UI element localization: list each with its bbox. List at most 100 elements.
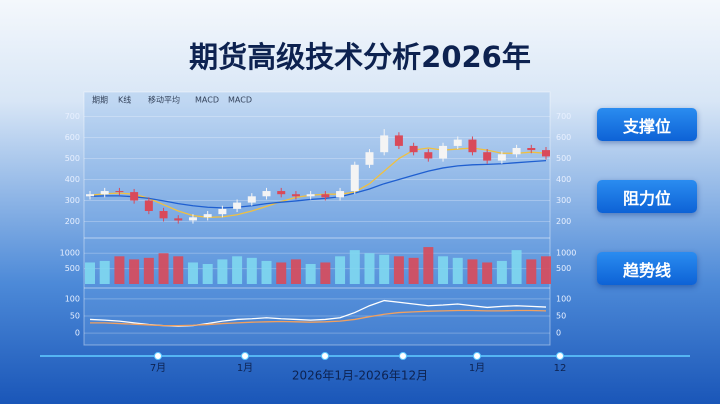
bar — [232, 256, 243, 284]
candle-body — [512, 148, 521, 155]
line — [89, 159, 547, 209]
candle-body — [144, 200, 153, 211]
y-tick-label: 200 — [65, 217, 80, 226]
bar — [393, 256, 404, 284]
bar — [158, 253, 169, 284]
y-tick-label: 300 — [65, 196, 80, 205]
candle-body — [86, 194, 94, 197]
y-tick-label: 100 — [65, 294, 80, 303]
y-tick-label: 100 — [556, 294, 571, 303]
y-tick-label: 500 — [556, 154, 571, 163]
resistance-button[interactable]: 阻力位 — [597, 180, 697, 213]
candle-body — [100, 191, 109, 195]
candle-body — [247, 196, 256, 203]
timeline-label: 12 — [554, 363, 567, 374]
support-button[interactable]: 支撑位 — [597, 108, 697, 141]
toolbar-item[interactable]: MACD — [228, 96, 252, 105]
bar — [541, 256, 551, 284]
toolbar-item[interactable]: K线 — [118, 95, 131, 105]
bar — [246, 257, 257, 284]
candle-body — [188, 217, 197, 221]
timeline-dot — [241, 352, 249, 360]
candle-body — [233, 202, 242, 209]
y-tick-label: 700 — [556, 112, 571, 121]
bar — [526, 259, 537, 284]
toolbar-item[interactable]: 移动平均 — [148, 95, 180, 105]
candle-body — [218, 208, 227, 215]
timeline-label: 7月 — [150, 362, 166, 374]
candle-body — [453, 139, 462, 146]
bar — [423, 247, 434, 284]
bar — [511, 250, 522, 284]
y-tick-label: 500 — [556, 264, 571, 273]
chart-panel — [83, 91, 551, 346]
y-tick-label: 600 — [65, 133, 80, 142]
bar — [379, 254, 390, 284]
bar — [305, 264, 316, 284]
timeline-dot — [399, 352, 407, 360]
candle-body — [365, 152, 374, 165]
trendline-button[interactable]: 趋势线 — [597, 252, 697, 285]
y-tick-label: 300 — [556, 196, 571, 205]
bar — [129, 259, 140, 284]
bar — [452, 257, 463, 284]
candle-body — [321, 194, 330, 198]
bar — [482, 262, 493, 284]
title: 期货高级技术分析2026年 — [189, 40, 531, 74]
bar — [496, 260, 507, 284]
candle-body — [394, 135, 403, 146]
candle-body — [424, 152, 433, 159]
candle-body — [277, 191, 286, 195]
candle-body — [262, 191, 271, 197]
y-tick-label: 500 — [65, 154, 80, 163]
y-tick-label: 600 — [556, 133, 571, 142]
bar — [438, 256, 449, 284]
y-tick-label: 50 — [70, 312, 80, 321]
y-tick-label: 0 — [75, 329, 80, 338]
bar — [349, 250, 360, 284]
timeline-dot — [473, 352, 481, 360]
bar — [276, 262, 287, 284]
candle-body — [174, 218, 183, 221]
candle-body — [130, 192, 139, 201]
candle-body — [542, 150, 550, 157]
y-tick-label: 0 — [556, 329, 561, 338]
candle-body — [159, 211, 168, 219]
candle-body — [468, 139, 477, 153]
timeline-range: 2026年1月-2026年12月 — [292, 369, 428, 383]
bar — [467, 259, 478, 284]
y-tick-label: 700 — [65, 112, 80, 121]
bar — [173, 256, 184, 284]
candle-body — [483, 152, 492, 161]
bar — [99, 260, 110, 284]
y-tick-label: 500 — [65, 264, 80, 273]
bar — [187, 262, 198, 284]
candle-body — [115, 191, 124, 193]
bar — [217, 259, 228, 284]
timeline-label: 1月 — [237, 362, 253, 374]
bar — [290, 259, 301, 284]
bar — [143, 257, 154, 284]
candle-body — [350, 164, 359, 192]
bar — [261, 260, 272, 284]
bar — [320, 262, 331, 284]
timeline-dot — [154, 352, 162, 360]
y-tick-label: 400 — [65, 175, 80, 184]
y-tick-label: 400 — [556, 175, 571, 184]
candle-body — [527, 148, 536, 151]
y-tick-label: 200 — [556, 217, 571, 226]
candle-body — [497, 154, 506, 161]
candle-body — [336, 191, 345, 198]
bar — [335, 256, 346, 284]
timeline-dot — [321, 352, 329, 360]
toolbar-item[interactable]: MACD — [195, 96, 219, 105]
bar — [114, 256, 125, 284]
toolbar-item[interactable]: 期期 — [92, 96, 108, 105]
bar — [408, 257, 419, 284]
bar — [85, 262, 95, 284]
bar — [202, 264, 213, 284]
y-tick-label: 1000 — [556, 249, 576, 258]
candle-body — [203, 214, 212, 218]
